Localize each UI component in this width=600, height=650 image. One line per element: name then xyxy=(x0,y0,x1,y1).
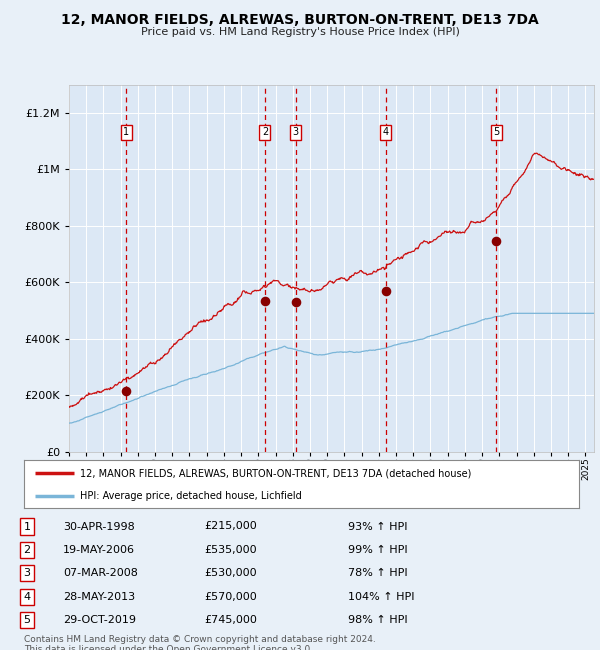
Text: 12, MANOR FIELDS, ALREWAS, BURTON-ON-TRENT, DE13 7DA: 12, MANOR FIELDS, ALREWAS, BURTON-ON-TRE… xyxy=(61,13,539,27)
Text: 99% ↑ HPI: 99% ↑ HPI xyxy=(348,545,407,555)
Text: £570,000: £570,000 xyxy=(204,592,257,602)
Point xyxy=(381,285,391,296)
Text: 12, MANOR FIELDS, ALREWAS, BURTON-ON-TRENT, DE13 7DA (detached house): 12, MANOR FIELDS, ALREWAS, BURTON-ON-TRE… xyxy=(79,468,471,478)
Text: Price paid vs. HM Land Registry's House Price Index (HPI): Price paid vs. HM Land Registry's House … xyxy=(140,27,460,37)
Text: 2: 2 xyxy=(23,545,31,555)
Text: £745,000: £745,000 xyxy=(204,615,257,625)
Text: £530,000: £530,000 xyxy=(204,568,257,578)
Text: 4: 4 xyxy=(23,592,31,602)
Text: 104% ↑ HPI: 104% ↑ HPI xyxy=(348,592,415,602)
Text: 3: 3 xyxy=(293,127,299,137)
Text: 07-MAR-2008: 07-MAR-2008 xyxy=(63,568,138,578)
Text: 98% ↑ HPI: 98% ↑ HPI xyxy=(348,615,407,625)
Text: 30-APR-1998: 30-APR-1998 xyxy=(63,521,135,532)
Text: 3: 3 xyxy=(23,568,31,578)
Text: £215,000: £215,000 xyxy=(204,521,257,532)
Text: 4: 4 xyxy=(383,127,389,137)
Point xyxy=(122,386,131,396)
Point xyxy=(491,236,501,246)
Text: 28-MAY-2013: 28-MAY-2013 xyxy=(63,592,135,602)
Text: 2: 2 xyxy=(262,127,268,137)
Text: 93% ↑ HPI: 93% ↑ HPI xyxy=(348,521,407,532)
Text: 1: 1 xyxy=(23,521,31,532)
Text: Contains HM Land Registry data © Crown copyright and database right 2024.
This d: Contains HM Land Registry data © Crown c… xyxy=(24,635,376,650)
Text: HPI: Average price, detached house, Lichfield: HPI: Average price, detached house, Lich… xyxy=(79,491,301,501)
Text: 1: 1 xyxy=(123,127,130,137)
Text: 78% ↑ HPI: 78% ↑ HPI xyxy=(348,568,407,578)
Text: 5: 5 xyxy=(23,615,31,625)
Text: 29-OCT-2019: 29-OCT-2019 xyxy=(63,615,136,625)
Text: 19-MAY-2006: 19-MAY-2006 xyxy=(63,545,135,555)
Point xyxy=(260,295,269,306)
Point xyxy=(291,297,301,307)
Text: 5: 5 xyxy=(493,127,500,137)
Text: £535,000: £535,000 xyxy=(204,545,257,555)
